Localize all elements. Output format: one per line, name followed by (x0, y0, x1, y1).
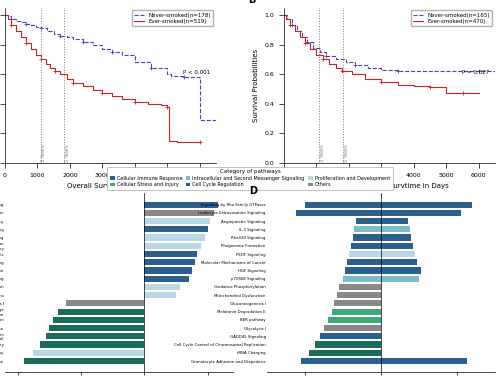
Bar (343, 276, 381, 282)
Y-axis label: Survival Probabilities: Survival Probabilities (252, 49, 258, 122)
Bar (144, 226, 208, 232)
Bar (24, 358, 144, 364)
Text: B: B (248, 0, 256, 5)
Bar (381, 218, 407, 224)
Bar (381, 358, 466, 364)
Bar (58, 309, 144, 315)
Bar (324, 325, 381, 331)
Bar (144, 235, 205, 241)
Bar (144, 292, 176, 298)
Bar (381, 226, 410, 232)
Bar (305, 202, 381, 208)
Legend: Never-smoked(n=178), Ever-smoked(n=519): Never-smoked(n=178), Ever-smoked(n=519) (132, 10, 214, 26)
Bar (144, 284, 180, 290)
Bar (345, 267, 381, 274)
Bar (356, 218, 381, 224)
Text: 3 Years: 3 Years (41, 144, 46, 162)
Text: P = 0.027: P = 0.027 (462, 70, 488, 75)
Bar (340, 284, 381, 290)
Text: 5 Years: 5 Years (344, 144, 348, 162)
Bar (381, 276, 419, 282)
Bar (309, 350, 381, 356)
Bar (144, 210, 214, 216)
Bar (33, 350, 144, 356)
Bar (347, 259, 381, 265)
Bar (381, 259, 417, 265)
Bar (144, 218, 210, 224)
Bar (381, 235, 412, 241)
Bar (352, 235, 381, 241)
Bar (296, 210, 381, 216)
Bar (144, 276, 188, 282)
Legend: Cellular Immune Response, Cellular Stress and Injury, Intracellular and Second M: Cellular Immune Response, Cellular Stres… (108, 167, 393, 190)
Bar (302, 358, 381, 364)
X-axis label: Overall Survtime in Days: Overall Survtime in Days (67, 183, 154, 189)
Bar (334, 300, 381, 306)
Bar (354, 226, 381, 232)
Bar (53, 317, 144, 323)
Bar (50, 325, 144, 331)
Bar (144, 259, 195, 265)
Bar (338, 292, 381, 298)
Bar (320, 333, 381, 340)
Bar (381, 202, 472, 208)
Bar (349, 251, 381, 257)
Bar (144, 202, 218, 208)
Bar (40, 341, 144, 348)
Bar (144, 267, 192, 274)
Bar (66, 300, 144, 306)
Bar (381, 251, 415, 257)
Text: P < 0.001: P < 0.001 (182, 70, 210, 75)
Bar (381, 267, 421, 274)
Legend: Never-smoked(n=165), Ever-smoked(n=470): Never-smoked(n=165), Ever-smoked(n=470) (411, 10, 492, 26)
Bar (314, 341, 381, 348)
X-axis label: Recurrence-free Survtime in Days: Recurrence-free Survtime in Days (330, 183, 448, 189)
Bar (46, 333, 144, 340)
Bar (332, 309, 381, 315)
Bar (328, 317, 381, 323)
Text: 3 Years: 3 Years (320, 144, 325, 162)
Text: D: D (249, 186, 257, 196)
Text: 5 Years: 5 Years (65, 144, 70, 162)
Bar (144, 243, 202, 249)
Bar (381, 243, 414, 249)
Bar (350, 243, 381, 249)
Bar (381, 210, 461, 216)
Bar (144, 251, 198, 257)
